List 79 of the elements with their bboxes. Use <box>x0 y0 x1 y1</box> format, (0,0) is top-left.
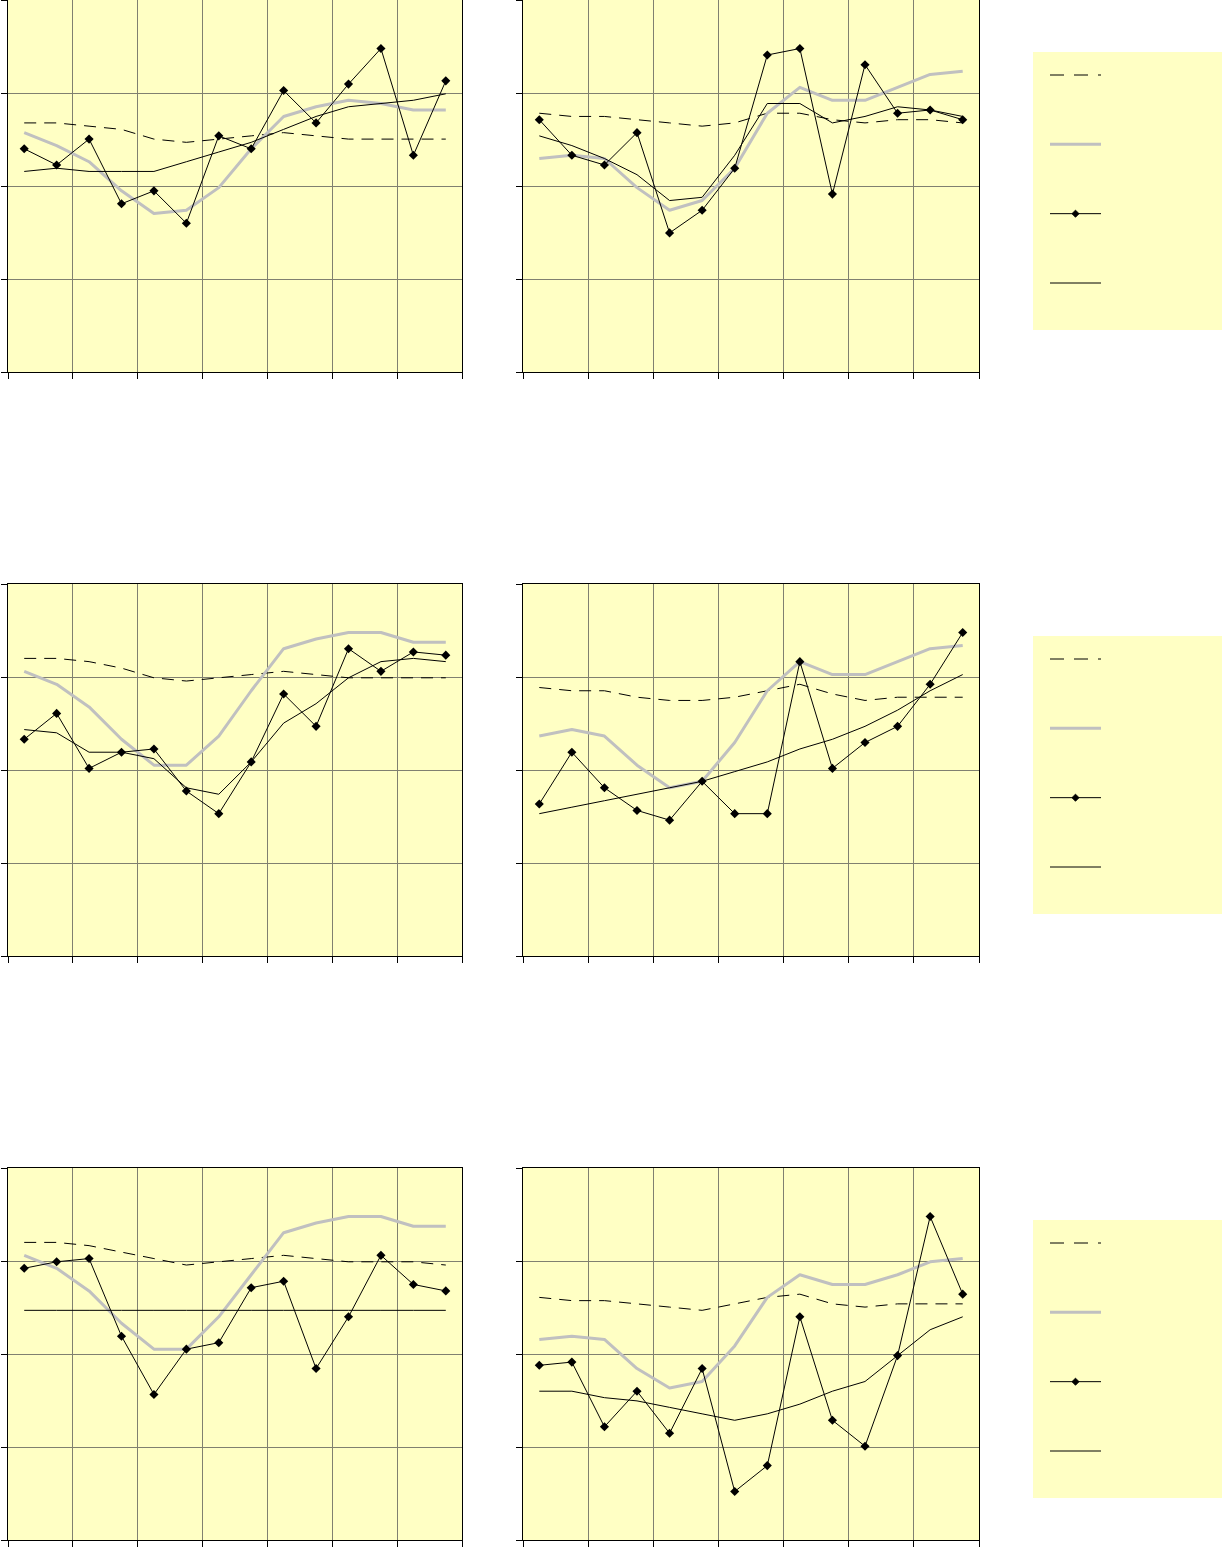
point <box>795 657 805 667</box>
point <box>441 1286 451 1296</box>
point <box>408 647 418 657</box>
point <box>730 809 740 819</box>
point <box>246 144 256 154</box>
point <box>84 134 94 144</box>
point <box>730 163 740 173</box>
point <box>376 43 386 54</box>
point <box>599 160 609 170</box>
point <box>376 1250 386 1260</box>
point <box>567 150 577 160</box>
point <box>665 815 675 825</box>
point <box>84 1254 94 1264</box>
point <box>84 763 94 773</box>
point <box>958 627 968 638</box>
point <box>567 1357 577 1367</box>
point <box>181 218 191 228</box>
point <box>376 666 386 676</box>
point <box>408 150 418 160</box>
point <box>181 786 191 796</box>
point <box>958 115 968 125</box>
point <box>52 160 62 170</box>
point <box>246 1283 256 1293</box>
point <box>632 1386 642 1396</box>
point <box>343 644 354 654</box>
point <box>632 128 642 138</box>
point <box>697 1364 707 1374</box>
point <box>214 1338 224 1348</box>
point <box>279 1276 289 1286</box>
point <box>827 189 837 199</box>
point <box>149 744 159 754</box>
point <box>116 1331 127 1341</box>
point <box>958 1289 968 1299</box>
point <box>795 43 805 54</box>
point <box>730 1486 740 1497</box>
point <box>762 1461 772 1471</box>
point <box>311 721 321 731</box>
point <box>311 118 321 128</box>
point <box>408 1279 418 1289</box>
point <box>925 679 935 689</box>
point <box>441 650 451 660</box>
point <box>19 144 29 154</box>
point <box>19 734 29 744</box>
point <box>279 689 289 699</box>
point <box>599 783 609 793</box>
point <box>181 1344 191 1354</box>
point <box>665 228 675 238</box>
point <box>214 809 224 819</box>
point <box>632 805 642 815</box>
point <box>311 1364 321 1374</box>
point <box>19 1263 29 1273</box>
point <box>860 60 870 70</box>
point <box>149 186 159 196</box>
point <box>343 79 354 89</box>
point <box>52 1257 62 1267</box>
point <box>827 763 837 773</box>
point <box>52 708 62 718</box>
point <box>860 737 870 748</box>
point <box>762 50 772 60</box>
point <box>149 1389 159 1399</box>
point <box>343 1312 354 1322</box>
point <box>893 108 903 118</box>
point <box>116 199 127 209</box>
point <box>925 1211 935 1222</box>
point <box>534 799 544 809</box>
point <box>599 1422 609 1432</box>
point <box>827 1415 837 1425</box>
point <box>567 747 577 757</box>
point <box>534 115 544 125</box>
point <box>214 131 224 141</box>
point <box>762 809 772 819</box>
point <box>279 86 289 96</box>
point <box>441 76 451 86</box>
point <box>795 1312 805 1322</box>
point <box>893 721 903 731</box>
point <box>697 205 707 215</box>
point <box>860 1441 870 1451</box>
point <box>665 1428 675 1438</box>
point <box>534 1360 544 1370</box>
